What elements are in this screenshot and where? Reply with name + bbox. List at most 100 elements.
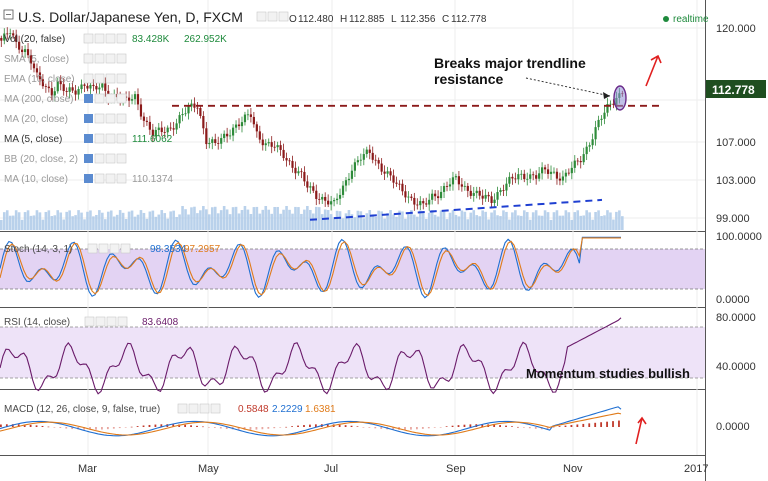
volume-bar <box>558 215 562 230</box>
candle <box>475 186 478 199</box>
legend-button[interactable] <box>94 73 105 84</box>
volume-bar <box>187 214 190 230</box>
legend-button[interactable] <box>83 53 94 64</box>
volume-bar <box>74 215 77 230</box>
candle <box>223 130 226 143</box>
volume-bar <box>508 219 511 230</box>
candle <box>104 77 107 97</box>
header-eye-button[interactable] <box>256 11 267 22</box>
volume-bar <box>445 219 449 230</box>
macd-bar <box>106 427 109 430</box>
legend-button[interactable] <box>116 53 127 64</box>
macd-gear-button[interactable] <box>188 403 199 414</box>
candle <box>353 158 356 178</box>
volume-bar <box>540 215 544 230</box>
legend-button[interactable] <box>84 174 93 183</box>
rsi-gear-button[interactable] <box>95 316 106 327</box>
legend-button[interactable] <box>116 133 127 144</box>
volume-bar <box>457 216 461 230</box>
rsi-close-button[interactable] <box>106 316 117 327</box>
macd-bar <box>517 426 519 428</box>
legend-button[interactable] <box>105 93 116 104</box>
macd-more-button[interactable] <box>210 403 221 414</box>
candle <box>226 127 229 143</box>
legend-button[interactable] <box>83 73 94 84</box>
legend-button[interactable] <box>94 53 105 64</box>
legend-button[interactable] <box>83 33 94 44</box>
legend-button[interactable] <box>105 133 116 144</box>
macd-bar <box>29 424 32 427</box>
macd-bar <box>172 424 175 427</box>
stoch-gear-button[interactable] <box>98 243 109 254</box>
volume-bar <box>401 211 404 230</box>
candle <box>89 82 92 95</box>
candle <box>327 194 330 208</box>
price-axis: 120.000 107.000 103.000 99.000 <box>716 23 756 225</box>
legend-button[interactable] <box>94 173 105 184</box>
legend-button[interactable] <box>116 113 127 124</box>
macd-bar <box>410 427 412 430</box>
legend-button[interactable] <box>116 73 127 84</box>
legend-button[interactable] <box>94 113 105 124</box>
legend-label: Vol (20, false) <box>4 34 65 45</box>
volume-bar <box>14 210 18 230</box>
legend-button[interactable] <box>116 93 127 104</box>
legend-button[interactable] <box>105 113 116 124</box>
legend-button[interactable] <box>105 53 116 64</box>
volume-bar <box>213 206 217 230</box>
legend-button[interactable] <box>84 114 93 123</box>
legend-button[interactable] <box>116 33 127 44</box>
macd-eye-button[interactable] <box>177 403 188 414</box>
candle <box>130 94 134 105</box>
legend-button[interactable] <box>94 33 105 44</box>
candle <box>487 191 490 202</box>
legend-button[interactable] <box>84 154 93 163</box>
stoch-more-button[interactable] <box>120 243 131 254</box>
legend-button[interactable] <box>94 153 105 164</box>
legend-button[interactable] <box>116 153 127 164</box>
candle <box>80 79 83 94</box>
legend-button[interactable] <box>84 134 93 143</box>
legend-button[interactable] <box>105 73 116 84</box>
stoch-close-button[interactable] <box>109 243 120 254</box>
candle <box>333 197 336 207</box>
volume-bar <box>353 217 357 230</box>
rsi-eye-button[interactable] <box>84 316 95 327</box>
volume-bar <box>163 213 167 230</box>
candle <box>552 167 556 175</box>
macd-bar <box>95 427 97 430</box>
volume-bar <box>606 210 609 230</box>
volume-bar <box>582 215 585 230</box>
header-gear-button[interactable] <box>267 11 278 22</box>
legend-button[interactable] <box>94 93 105 104</box>
volume-bar <box>273 207 276 230</box>
candle <box>270 136 273 154</box>
legend-button[interactable] <box>116 173 127 184</box>
volume-bar <box>249 213 253 230</box>
volume-bar <box>433 214 437 230</box>
candle <box>451 171 455 191</box>
volume-bar <box>216 213 220 230</box>
header-close-button[interactable] <box>278 11 289 22</box>
candle <box>306 175 309 193</box>
legend-button[interactable] <box>105 33 116 44</box>
macd-bar <box>225 427 228 429</box>
candle <box>526 172 529 186</box>
candle <box>139 98 143 120</box>
legend-button[interactable] <box>94 133 105 144</box>
volume-bar <box>205 209 208 230</box>
rsi-more-button[interactable] <box>117 316 128 327</box>
volume-bar <box>47 210 51 230</box>
volume-bar <box>365 213 369 230</box>
candle <box>532 171 535 181</box>
legend-button[interactable] <box>105 153 116 164</box>
stoch-eye-button[interactable] <box>87 243 98 254</box>
candle <box>437 190 440 205</box>
legend-button[interactable] <box>105 173 116 184</box>
legend-button[interactable] <box>84 94 93 103</box>
volume-bar <box>332 217 336 230</box>
price-tick: 103.000 <box>716 175 756 187</box>
candle <box>264 139 267 151</box>
candle <box>597 115 600 131</box>
macd-close-button[interactable] <box>199 403 210 414</box>
